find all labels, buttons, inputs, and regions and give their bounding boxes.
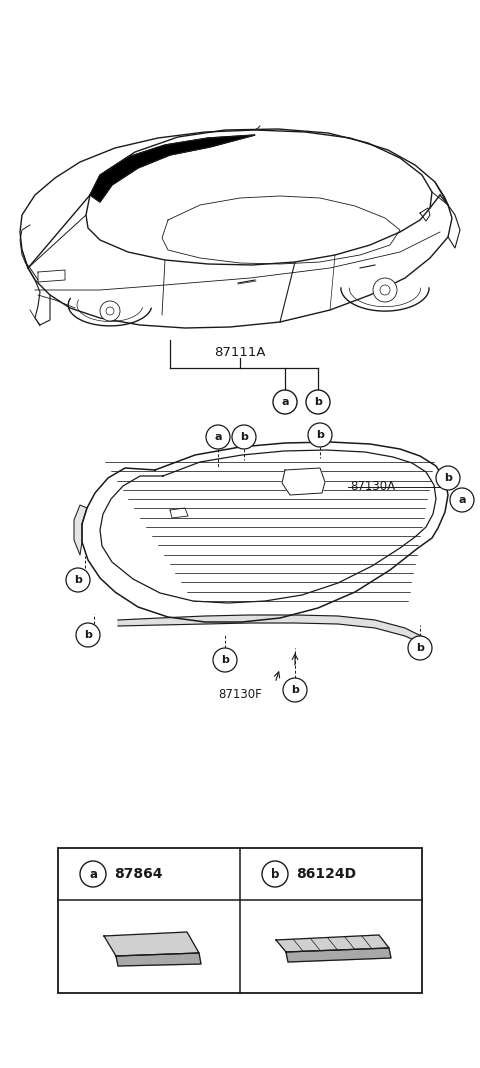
Text: b: b [291, 685, 299, 695]
Circle shape [283, 678, 307, 702]
Circle shape [80, 861, 106, 888]
Polygon shape [282, 468, 325, 494]
Circle shape [380, 285, 390, 295]
Circle shape [206, 425, 230, 449]
Polygon shape [90, 135, 255, 202]
Circle shape [373, 278, 397, 302]
Polygon shape [86, 129, 432, 265]
Polygon shape [276, 934, 389, 952]
Polygon shape [20, 130, 452, 328]
Circle shape [436, 466, 460, 490]
Polygon shape [82, 442, 448, 622]
Text: b: b [314, 397, 322, 407]
Circle shape [66, 568, 90, 592]
Text: 87130F: 87130F [218, 689, 262, 702]
Circle shape [76, 623, 100, 647]
Text: 86124D: 86124D [296, 867, 356, 881]
Polygon shape [116, 953, 201, 965]
Text: b: b [444, 473, 452, 483]
Circle shape [213, 648, 237, 672]
Polygon shape [104, 932, 199, 956]
Circle shape [273, 390, 297, 414]
Text: a: a [458, 494, 466, 505]
Text: b: b [316, 430, 324, 440]
Polygon shape [118, 615, 425, 645]
Circle shape [106, 307, 114, 315]
Polygon shape [100, 450, 436, 603]
Text: b: b [74, 575, 82, 585]
Text: a: a [214, 431, 222, 442]
Text: b: b [240, 431, 248, 442]
Circle shape [306, 390, 330, 414]
FancyBboxPatch shape [58, 848, 422, 993]
Circle shape [308, 423, 332, 447]
Circle shape [262, 861, 288, 888]
Circle shape [450, 488, 474, 512]
Text: 87864: 87864 [114, 867, 163, 881]
Text: a: a [281, 397, 289, 407]
Circle shape [100, 301, 120, 321]
Circle shape [408, 637, 432, 660]
Text: b: b [416, 643, 424, 653]
Circle shape [232, 425, 256, 449]
Polygon shape [286, 948, 391, 962]
Polygon shape [74, 505, 87, 555]
Text: b: b [271, 867, 279, 880]
Text: a: a [89, 867, 97, 880]
Text: 87130A: 87130A [350, 481, 395, 493]
Text: b: b [84, 630, 92, 640]
Text: b: b [221, 655, 229, 665]
Text: 87111A: 87111A [214, 346, 266, 359]
